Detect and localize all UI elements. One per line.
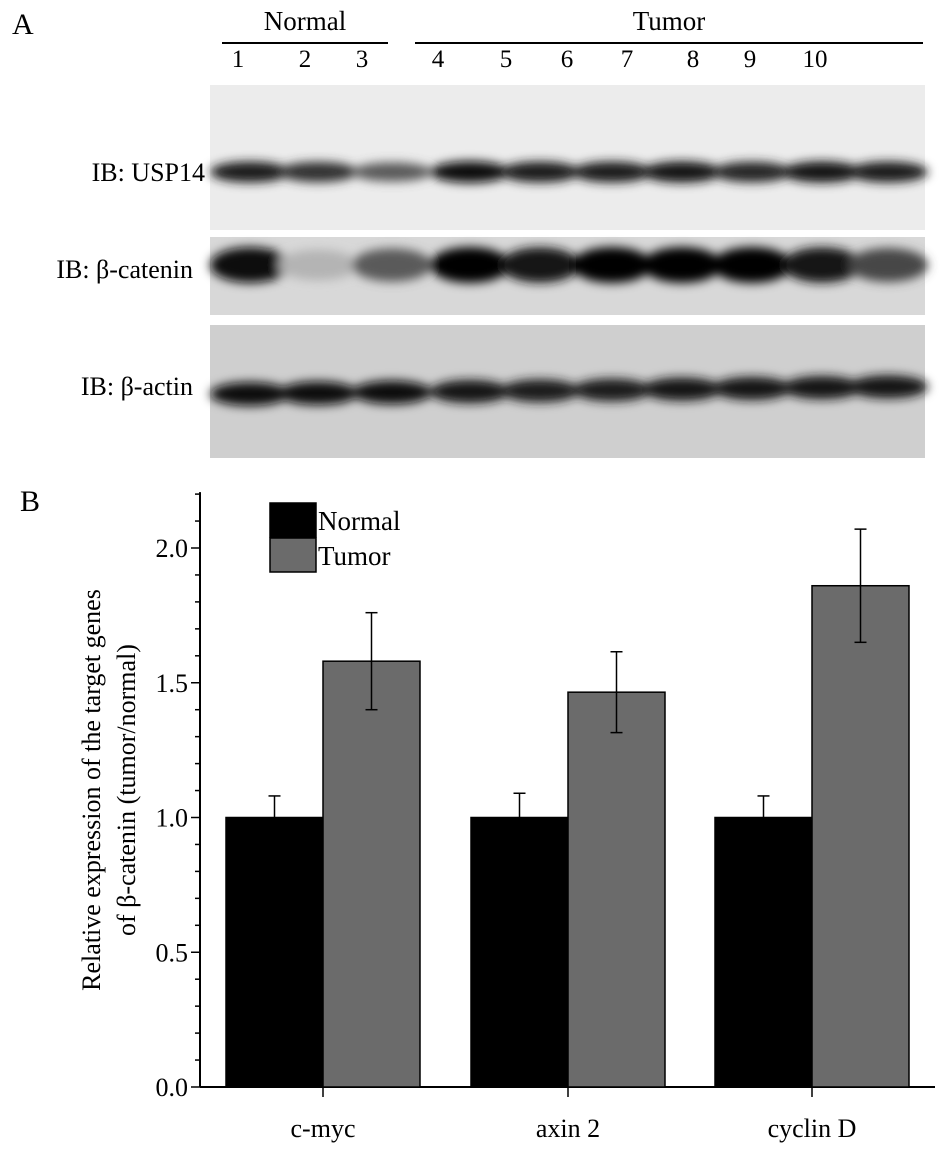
blot-band <box>352 162 432 182</box>
blot-band <box>848 248 928 282</box>
blot-band <box>430 379 510 404</box>
lane-number: 9 <box>743 46 757 73</box>
bar-tumor <box>567 691 666 1088</box>
lane-number: 7 <box>620 46 634 73</box>
blot-band <box>782 375 862 400</box>
blot-background <box>210 85 925 230</box>
bar-normal <box>714 816 813 1088</box>
y-tick-label: 1.5 <box>156 669 189 698</box>
blot-band <box>782 247 862 283</box>
blot-band <box>352 248 432 282</box>
blot-band <box>572 247 652 283</box>
blot-band <box>712 247 792 283</box>
blot-band <box>572 378 652 402</box>
lane-number: 2 <box>298 46 312 73</box>
x-tick-label: cyclin D <box>768 1114 857 1143</box>
blot-band <box>430 247 510 283</box>
blot-panel <box>210 85 928 230</box>
legend-swatch-normal <box>269 502 317 538</box>
legend-label-normal: Normal <box>318 506 400 536</box>
legend-swatch-tumor <box>269 537 317 573</box>
lane-number: 8 <box>686 46 700 73</box>
bar-tumor <box>322 660 421 1088</box>
blot-band <box>848 161 928 183</box>
bar-normal <box>470 816 569 1088</box>
lane-number: 4 <box>431 46 445 73</box>
panel-b-letter: B <box>20 485 41 518</box>
lane-number: 3 <box>355 46 369 73</box>
lane-number: 5 <box>499 46 513 73</box>
blot-band <box>500 161 580 183</box>
band-group <box>210 247 928 283</box>
blot-band <box>572 161 652 183</box>
blot-band <box>500 247 580 283</box>
blot-panel <box>210 325 928 458</box>
blot-band <box>210 161 290 183</box>
legend-label-tumor: Tumor <box>318 541 391 571</box>
blot-label-usp14: IB: USP14 <box>91 158 205 187</box>
blot-band <box>642 377 722 401</box>
bar-chart: Relative expression of the target genes … <box>77 492 935 1143</box>
blot-band <box>500 379 580 403</box>
band-group <box>210 161 928 183</box>
bar-tumor <box>811 584 910 1088</box>
y-axis-label-line-1: Relative expression of the target genes <box>77 589 106 991</box>
y-tick-label: 1.0 <box>156 804 189 833</box>
y-axis-label-line-2: of β-catenin (tumor/normal) <box>112 644 141 936</box>
blot-band <box>642 247 722 283</box>
bar-normal <box>225 816 324 1088</box>
blot-label-beta-actin: IB: β-actin <box>80 372 193 401</box>
blot-band <box>278 161 358 183</box>
blot-band <box>278 381 358 406</box>
blot-band <box>430 161 510 183</box>
lane-number: 10 <box>802 46 828 73</box>
x-tick-label: axin 2 <box>536 1114 600 1143</box>
panel-a-letter: A <box>12 8 34 41</box>
blot-band <box>848 375 928 399</box>
blot-band <box>210 247 290 283</box>
y-tick-label: 0.5 <box>156 938 189 967</box>
y-tick-label: 2.0 <box>156 534 189 563</box>
x-tick-label: c-myc <box>291 1114 356 1143</box>
blot-band <box>210 382 290 406</box>
blot-band <box>278 249 358 281</box>
group-label-normal: Normal <box>263 6 347 36</box>
blot-band <box>712 161 792 183</box>
group-line-normal <box>222 42 388 44</box>
lane-number: 6 <box>560 46 574 73</box>
blot-band <box>642 161 722 183</box>
band-group <box>210 375 928 406</box>
group-label-tumor: Tumor <box>632 6 706 36</box>
blot-band <box>352 380 432 405</box>
western-blot <box>210 85 928 458</box>
group-line-tumor <box>415 42 923 44</box>
blot-label-beta-catenin: IB: β-catenin <box>56 255 193 284</box>
blot-band <box>712 376 792 401</box>
blot-band <box>782 161 862 183</box>
lane-number: 1 <box>231 46 245 73</box>
y-tick-label: 0.0 <box>156 1073 189 1102</box>
blot-panel <box>210 237 928 315</box>
